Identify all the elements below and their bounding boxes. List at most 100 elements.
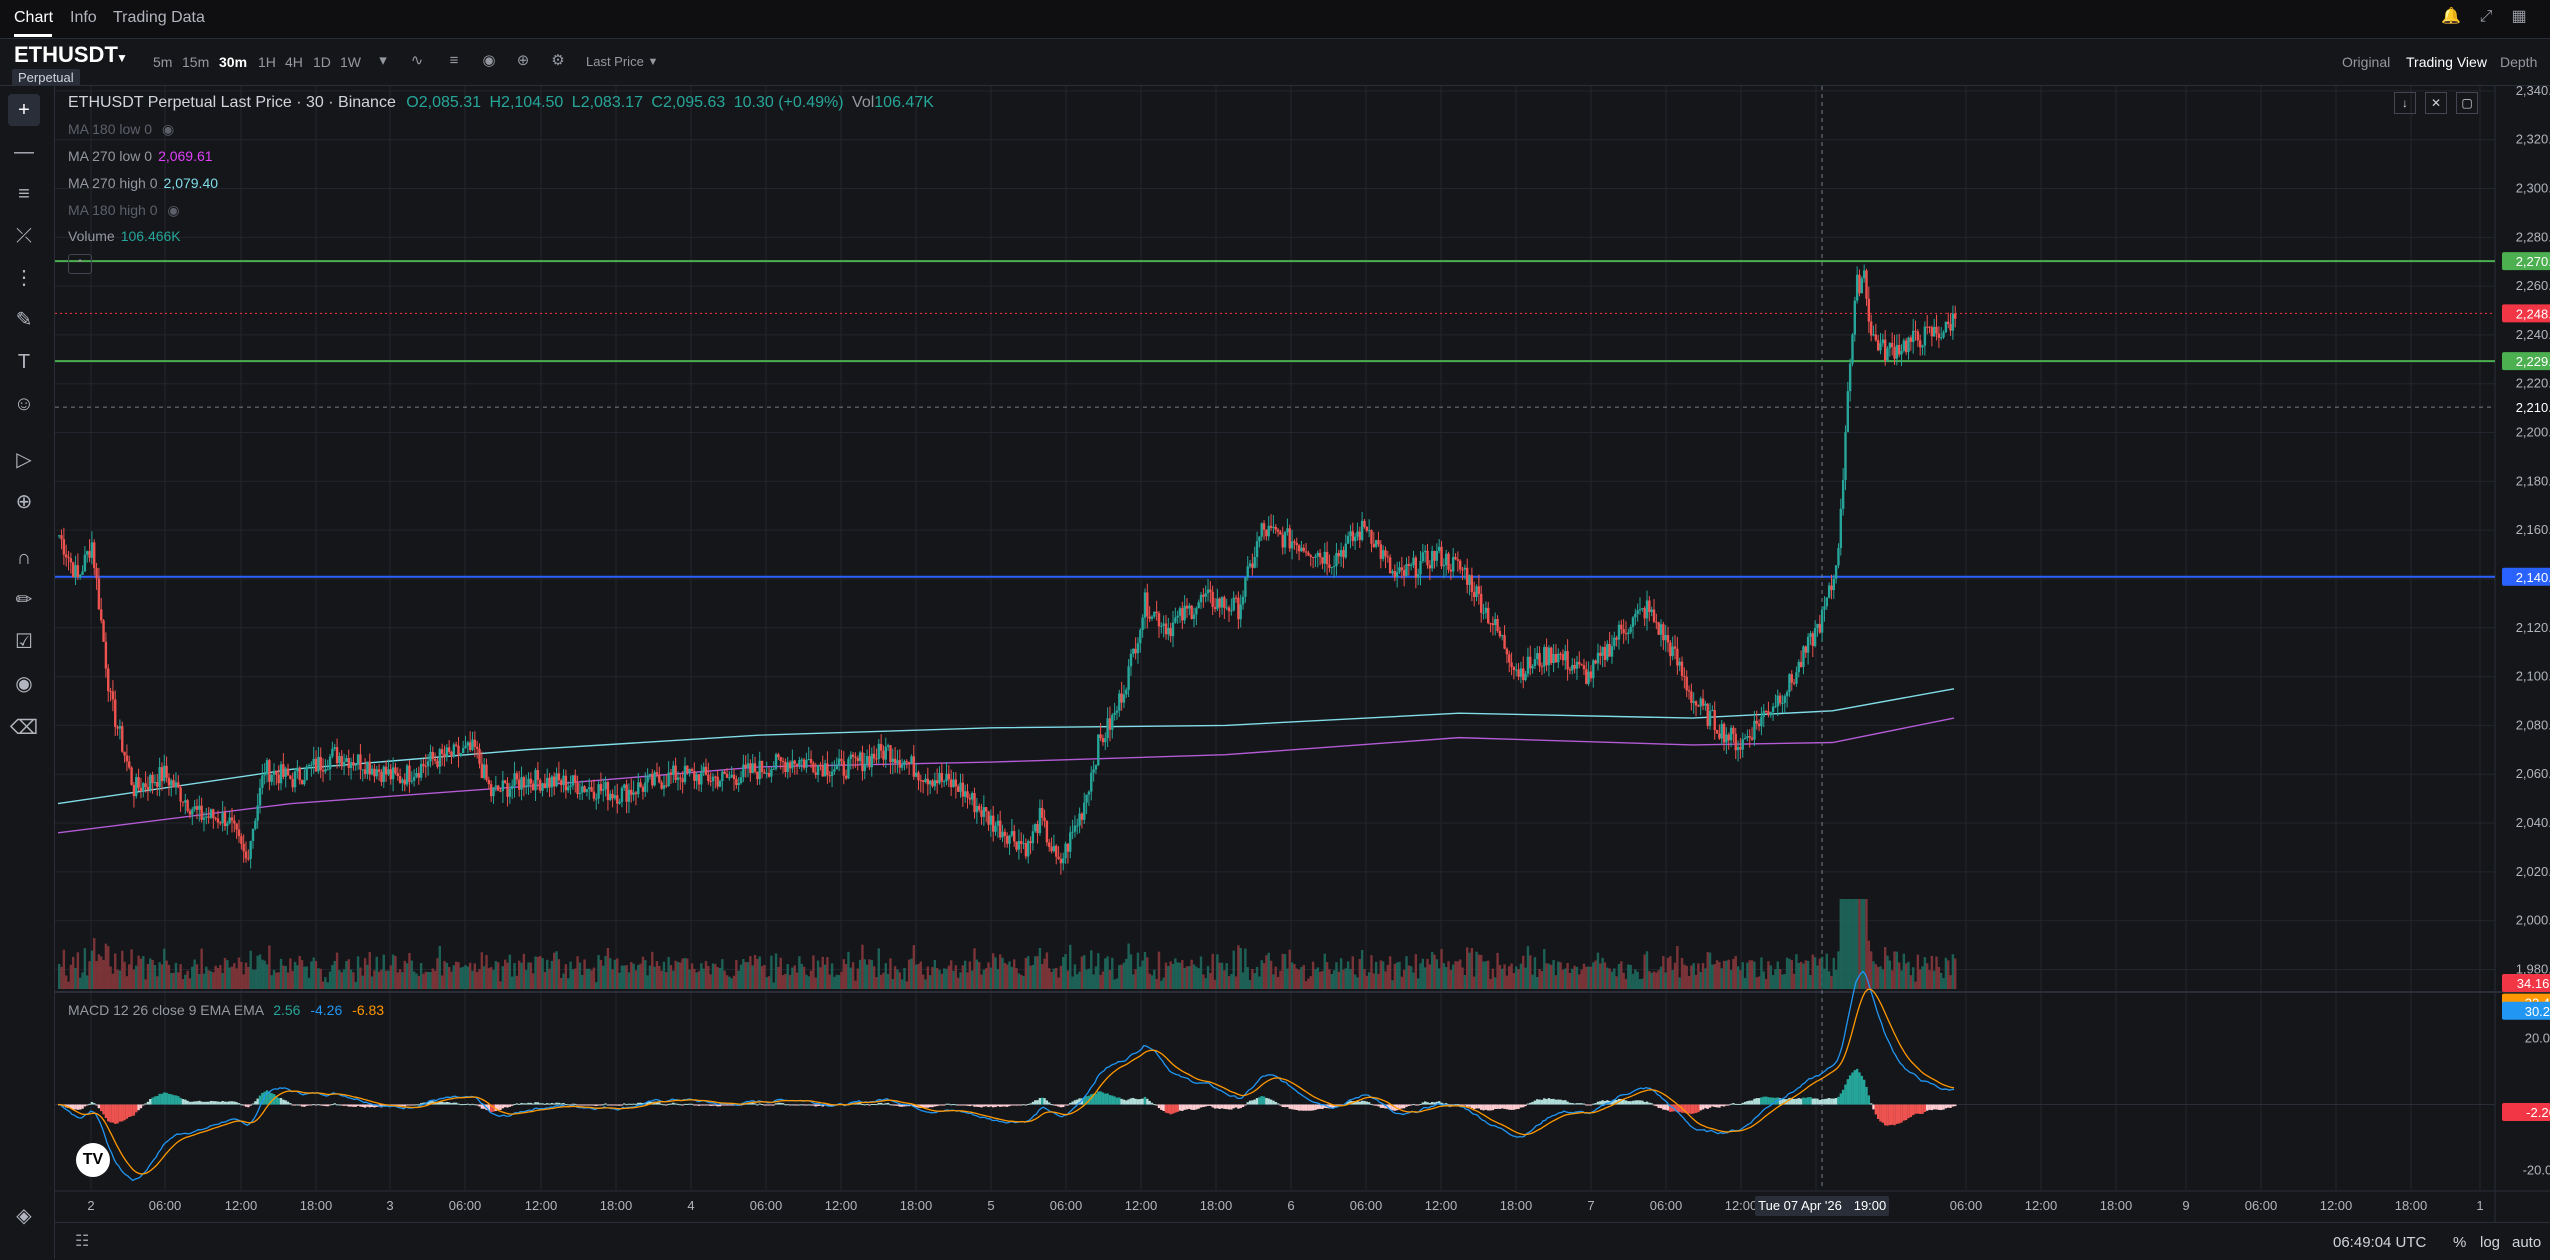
auto-toggle[interactable]: auto xyxy=(2512,1234,2542,1251)
timeframe-1d[interactable]: 1D xyxy=(313,54,331,70)
volume-bar xyxy=(1164,962,1168,989)
collapse-legend-button[interactable]: ⌃ xyxy=(68,254,92,274)
camera-icon[interactable]: ◉ xyxy=(482,52,496,69)
download-icon[interactable]: ↓ xyxy=(2394,92,2416,114)
timeframe-1w[interactable]: 1W xyxy=(340,54,361,70)
macd-histogram-bar xyxy=(1664,1104,1667,1110)
trash-icon[interactable]: ⌫ xyxy=(9,717,39,739)
fullscreen-icon[interactable]: ▢ xyxy=(2456,92,2478,114)
candle-body xyxy=(1620,624,1623,630)
indicator-ma180-low[interactable]: MA 180 low 0 ◉ xyxy=(68,121,175,137)
indicator-ma180-high[interactable]: MA 180 high 0 ◉ xyxy=(68,202,180,218)
candle-body xyxy=(394,767,397,774)
eye-icon[interactable]: ◉ xyxy=(15,673,33,695)
lock-drawing-icon[interactable]: ✏ xyxy=(15,589,33,611)
macd-histogram-bar xyxy=(1722,1104,1726,1107)
macd-histogram-bar xyxy=(1358,1101,1361,1105)
indicator-ma270-low[interactable]: MA 270 low 0 2,069.61 xyxy=(68,148,213,164)
log-toggle[interactable]: log xyxy=(2480,1234,2501,1251)
add-icon[interactable]: ⊕ xyxy=(516,52,530,69)
chart-type-icon[interactable]: ∿ xyxy=(410,52,424,69)
timeframe-30m[interactable]: 30m xyxy=(219,54,248,70)
indicator-macd[interactable]: MACD 12 26 close 9 EMA EMA 2.56 -4.26 -6… xyxy=(68,1002,385,1018)
price-chart[interactable]: 2,340.002,320.002,300.002,280.002,260.00… xyxy=(55,86,2550,1222)
macd-histogram-bar xyxy=(872,1103,876,1105)
tab-info[interactable]: Info xyxy=(70,9,97,26)
candle-body xyxy=(823,763,827,777)
macd-histogram-bar xyxy=(1484,1104,1488,1110)
macd-histogram-bar xyxy=(1846,1079,1850,1105)
macd-histogram-bar xyxy=(1073,1100,1077,1105)
trendline-icon[interactable]: — xyxy=(14,141,34,163)
collapse-icon[interactable]: ✕ xyxy=(2425,92,2447,114)
macd-histogram-bar xyxy=(1802,1097,1805,1105)
zoom-in-icon[interactable]: ⊕ xyxy=(15,491,33,513)
candle-body xyxy=(1181,608,1184,621)
view-original[interactable]: Original xyxy=(2342,54,2391,70)
lock-icon[interactable]: ☑ xyxy=(15,631,33,653)
eye-off-icon[interactable]: ◉ xyxy=(161,121,175,137)
timeframe-5m[interactable]: 5m xyxy=(153,54,173,70)
forecast-icon[interactable]: ⋮ xyxy=(14,267,34,289)
view-depth[interactable]: Depth xyxy=(2500,54,2538,70)
layers-icon[interactable]: ◈ xyxy=(16,1205,32,1227)
macd-histogram-bar xyxy=(1851,1072,1854,1105)
calendar-icon[interactable]: ☷ xyxy=(75,1233,90,1250)
grid-icon[interactable]: ▦ xyxy=(2511,8,2527,25)
volume-bar xyxy=(830,963,834,989)
text-icon[interactable]: T xyxy=(17,351,31,373)
macd-histogram-bar xyxy=(765,1104,768,1106)
crosshair-icon[interactable]: + xyxy=(8,94,40,126)
macd-histogram-bar xyxy=(160,1093,164,1105)
volume-bar xyxy=(1554,975,1558,989)
chevron-down-icon[interactable]: ▼ xyxy=(116,51,128,65)
volume-bar xyxy=(1622,972,1625,989)
tab-chart[interactable]: Chart xyxy=(14,9,54,26)
volume-bar xyxy=(1741,962,1744,989)
volume-bar xyxy=(1827,971,1831,989)
symbol-name[interactable]: ETHUSDT xyxy=(14,42,118,67)
eye-off-icon[interactable]: ◉ xyxy=(167,202,180,218)
indicators-icon[interactable]: ≡ xyxy=(449,52,459,69)
pattern-icon[interactable]: ⤫ xyxy=(16,225,32,247)
macd-histogram-bar xyxy=(1113,1096,1116,1105)
macd-histogram-bar xyxy=(67,1104,70,1109)
candle-body xyxy=(672,765,675,775)
volume-bar xyxy=(1790,960,1793,989)
candle-body xyxy=(1351,531,1354,542)
macd-histogram-bar xyxy=(1944,1104,1948,1109)
bell-icon[interactable]: 🔔 xyxy=(2441,8,2461,25)
tab-trading-data[interactable]: Trading Data xyxy=(113,9,205,26)
timeframe-1h[interactable]: 1H xyxy=(258,54,276,70)
price-type-select[interactable]: Last Price xyxy=(586,54,644,69)
emoji-icon[interactable]: ☺ xyxy=(13,393,35,415)
chevron-down-icon[interactable]: ▼ xyxy=(647,56,659,68)
timeframe-15m[interactable]: 15m xyxy=(182,54,210,70)
volume-bar xyxy=(184,974,187,989)
macd-histogram-bar xyxy=(1706,1104,1709,1109)
tradingview-logo-icon[interactable]: TV xyxy=(76,1143,110,1177)
volume-bar xyxy=(452,965,456,989)
indicator-ma270-high[interactable]: MA 270 high 0 2,079.40 xyxy=(68,175,219,191)
fib-icon[interactable]: ≡ xyxy=(18,183,30,205)
volume-bar xyxy=(1608,968,1611,989)
magnet-icon[interactable]: ∩ xyxy=(16,547,32,569)
macd-histogram-bar xyxy=(1092,1093,1095,1105)
volume-bar xyxy=(1613,968,1616,989)
settings-icon[interactable]: ⚙ xyxy=(551,52,565,69)
ruler-icon[interactable]: ▷ xyxy=(16,449,32,471)
view-trading-view[interactable]: Trading View xyxy=(2406,54,2487,70)
brush-icon[interactable]: ✎ xyxy=(15,309,33,331)
candle-body xyxy=(830,771,834,776)
macd-histogram-bar xyxy=(69,1104,73,1109)
volume-bar xyxy=(1788,958,1791,989)
volume-bar xyxy=(1286,968,1289,989)
candle-body xyxy=(1669,642,1672,657)
chevron-down-icon[interactable]: ▾ xyxy=(379,52,387,69)
indicator-volume[interactable]: Volume 106.466K xyxy=(68,228,181,244)
candle-body xyxy=(1213,607,1217,609)
timeframe-4h[interactable]: 4H xyxy=(285,54,303,70)
candle-body xyxy=(251,828,255,841)
percent-toggle[interactable]: % xyxy=(2453,1234,2467,1251)
compress-icon[interactable]: ⤢ xyxy=(2479,8,2493,25)
